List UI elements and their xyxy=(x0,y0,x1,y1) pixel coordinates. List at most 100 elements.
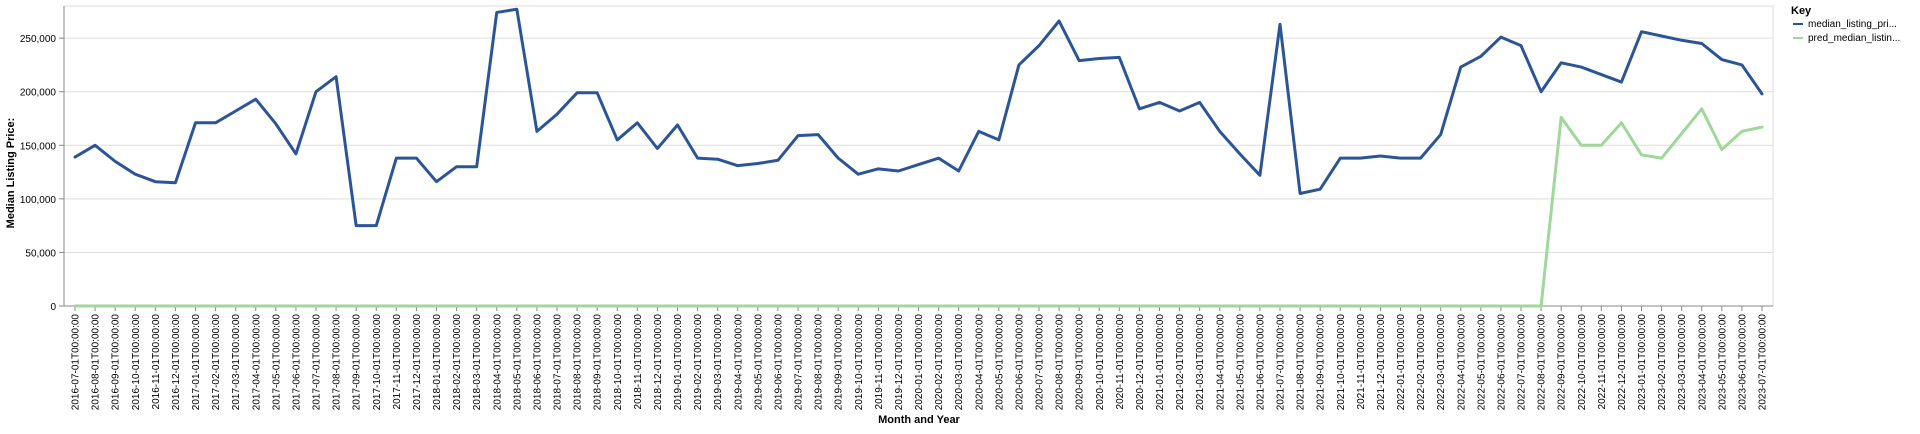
x-tick-label: 2019-08-01T00:00:00 xyxy=(814,314,825,411)
x-tick-label: 2022-03-01T00:00:00 xyxy=(1436,314,1447,411)
x-tick-label: 2021-09-01T00:00:00 xyxy=(1316,314,1327,411)
x-tick-label: 2021-04-01T00:00:00 xyxy=(1215,314,1226,411)
x-tick-label: 2017-04-01T00:00:00 xyxy=(251,314,262,411)
x-tick-label: 2020-11-01T00:00:00 xyxy=(1115,314,1126,410)
x-tick-label: 2021-07-01T00:00:00 xyxy=(1276,314,1287,411)
x-tick-label: 2016-07-01T00:00:00 xyxy=(71,314,82,411)
legend-label: median_listing_pri... xyxy=(1808,19,1897,30)
y-tick-label: 150,000 xyxy=(20,141,57,152)
x-tick-label: 2019-11-01T00:00:00 xyxy=(874,314,885,410)
x-tick-label: 2021-08-01T00:00:00 xyxy=(1296,314,1307,411)
x-tick-label: 2017-09-01T00:00:00 xyxy=(352,314,363,411)
x-tick-label: 2018-11-01T00:00:00 xyxy=(633,314,644,410)
grid-lines xyxy=(63,5,1774,307)
x-tick-label: 2021-11-01T00:00:00 xyxy=(1356,314,1367,410)
x-tick-label: 2018-03-01T00:00:00 xyxy=(472,314,483,411)
x-tick-label: 2020-06-01T00:00:00 xyxy=(1014,314,1025,411)
x-tick-label: 2021-02-01T00:00:00 xyxy=(1175,314,1186,411)
y-tick-label: 0 xyxy=(50,302,56,313)
x-tick-label: 2018-05-01T00:00:00 xyxy=(512,314,523,411)
series-line-0 xyxy=(73,7,1764,228)
x-tick-label: 2022-01-01T00:00:00 xyxy=(1396,314,1407,411)
x-tick-label: 2017-05-01T00:00:00 xyxy=(271,314,282,411)
x-tick-label: 2020-07-01T00:00:00 xyxy=(1035,314,1046,411)
x-tick-label: 2018-02-01T00:00:00 xyxy=(452,314,463,411)
x-axis-title: Month and Year xyxy=(878,414,960,426)
axes: 0 50,000 100,000 150,000 200,000 250,000 2016-… xyxy=(20,6,1773,410)
x-tick-label: 2019-10-01T00:00:00 xyxy=(854,314,865,411)
x-tick-label: 2017-01-01T00:00:00 xyxy=(191,314,202,411)
x-tick-label: 2022-02-01T00:00:00 xyxy=(1416,314,1427,411)
x-tick-label: 2022-12-01T00:00:00 xyxy=(1617,314,1628,411)
x-tick-label: 2020-12-01T00:00:00 xyxy=(1135,314,1146,411)
x-tick-label: 2023-02-01T00:00:00 xyxy=(1657,314,1668,411)
x-tick-label: 2021-05-01T00:00:00 xyxy=(1235,314,1246,411)
y-tick-label: 50,000 xyxy=(25,248,56,259)
legend-label: pred_median_listin... xyxy=(1808,33,1900,44)
x-tick-label: 2019-05-01T00:00:00 xyxy=(753,314,764,411)
x-tick-label: 2022-04-01T00:00:00 xyxy=(1456,314,1467,411)
x-tick-label: 2017-07-01T00:00:00 xyxy=(312,314,323,411)
x-tick-label: 2020-10-01T00:00:00 xyxy=(1095,314,1106,411)
x-tick-label: 2023-03-01T00:00:00 xyxy=(1677,314,1688,411)
x-tick-label: 2016-08-01T00:00:00 xyxy=(91,314,102,411)
x-tick-label: 2021-12-01T00:00:00 xyxy=(1376,314,1387,411)
y-tick-label: 100,000 xyxy=(20,195,57,206)
y-axis-title: Median Listing Price: xyxy=(5,118,17,229)
x-tick-label: 2020-05-01T00:00:00 xyxy=(994,314,1005,411)
legend-title: Key xyxy=(1791,5,1812,17)
x-tick-label: 2017-11-01T00:00:00 xyxy=(392,314,403,410)
x-tick-label: 2023-06-01T00:00:00 xyxy=(1737,314,1748,411)
x-tick-label: 2019-06-01T00:00:00 xyxy=(773,314,784,411)
x-tick-label: 2021-06-01T00:00:00 xyxy=(1255,314,1266,411)
x-tick-label: 2019-09-01T00:00:00 xyxy=(834,314,845,411)
x-tick-label: 2022-07-01T00:00:00 xyxy=(1517,314,1528,411)
x-tick-label: 2018-12-01T00:00:00 xyxy=(653,314,664,411)
x-tick-label: 2021-03-01T00:00:00 xyxy=(1195,314,1206,411)
x-tick-label: 2019-04-01T00:00:00 xyxy=(733,314,744,411)
y-tick-label: 250,000 xyxy=(20,34,57,45)
plot-frame xyxy=(63,5,1774,307)
legend-items: median_listing_pri... pred_median_listin.… xyxy=(1793,19,1900,44)
x-tick-label: 2023-07-01T00:00:00 xyxy=(1758,314,1769,411)
x-tick-label: 2020-03-01T00:00:00 xyxy=(954,314,965,411)
x-tick-label: 2017-02-01T00:00:00 xyxy=(211,314,222,411)
x-tick-label: 2022-11-01T00:00:00 xyxy=(1597,314,1608,410)
x-tick-label: 2018-09-01T00:00:00 xyxy=(593,314,604,411)
x-tick-label: 2017-06-01T00:00:00 xyxy=(291,314,302,411)
x-tick-label: 2018-01-01T00:00:00 xyxy=(432,314,443,411)
x-tick-label: 2023-05-01T00:00:00 xyxy=(1717,314,1728,411)
x-tick-label: 2023-01-01T00:00:00 xyxy=(1637,314,1648,411)
x-tick-label: 2016-12-01T00:00:00 xyxy=(171,314,182,411)
x-tick-label: 2017-12-01T00:00:00 xyxy=(412,314,423,411)
x-tick-label: 2020-01-01T00:00:00 xyxy=(914,314,925,411)
x-tick-label: 2019-03-01T00:00:00 xyxy=(713,314,724,411)
x-tick-label: 2019-01-01T00:00:00 xyxy=(673,314,684,411)
x-tick-label: 2022-05-01T00:00:00 xyxy=(1476,314,1487,411)
x-tick-label: 2018-08-01T00:00:00 xyxy=(573,314,584,411)
x-tick-label: 2022-06-01T00:00:00 xyxy=(1496,314,1507,411)
x-tick-label: 2020-09-01T00:00:00 xyxy=(1075,314,1086,411)
series-lines xyxy=(73,7,1764,308)
y-tick-label: 200,000 xyxy=(20,88,57,99)
x-tick-label: 2016-09-01T00:00:00 xyxy=(111,314,122,411)
x-tick-label: 2022-09-01T00:00:00 xyxy=(1557,314,1568,411)
x-tick-label: 2018-07-01T00:00:00 xyxy=(553,314,564,411)
x-tick-label: 2018-04-01T00:00:00 xyxy=(492,314,503,411)
x-tick-label: 2016-10-01T00:00:00 xyxy=(131,314,142,411)
x-tick-label: 2022-08-01T00:00:00 xyxy=(1537,314,1548,411)
x-tick-label: 2022-10-01T00:00:00 xyxy=(1577,314,1588,411)
x-tick-label: 2017-03-01T00:00:00 xyxy=(231,314,242,411)
x-tick-label: 2017-08-01T00:00:00 xyxy=(332,314,343,411)
x-tick-label: 2019-12-01T00:00:00 xyxy=(894,314,905,411)
legend: Key median_listing_pri... pred_median_lis… xyxy=(1791,5,1900,44)
x-tick-label: 2018-06-01T00:00:00 xyxy=(532,314,543,411)
x-tick-label: 2019-07-01T00:00:00 xyxy=(794,314,805,411)
x-tick-label: 2020-04-01T00:00:00 xyxy=(974,314,985,411)
x-tick-label: 2021-10-01T00:00:00 xyxy=(1336,314,1347,411)
x-tick-label: 2017-10-01T00:00:00 xyxy=(372,314,383,411)
series-line-1 xyxy=(73,107,1764,308)
x-tick-label: 2020-08-01T00:00:00 xyxy=(1055,314,1066,411)
